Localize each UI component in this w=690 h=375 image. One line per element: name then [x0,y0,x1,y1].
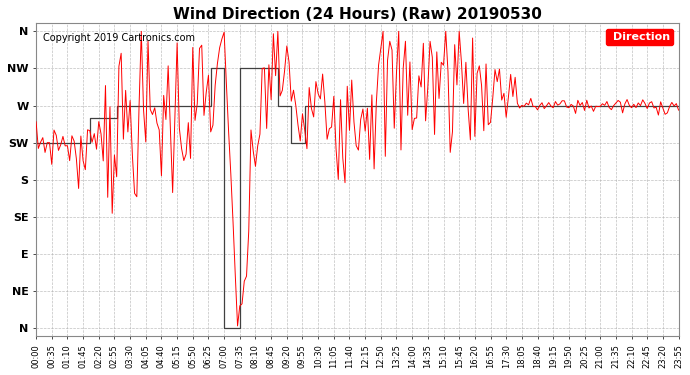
Text: Copyright 2019 Cartronics.com: Copyright 2019 Cartronics.com [43,33,195,42]
Title: Wind Direction (24 Hours) (Raw) 20190530: Wind Direction (24 Hours) (Raw) 20190530 [173,7,542,22]
Legend: Direction: Direction [606,28,673,45]
